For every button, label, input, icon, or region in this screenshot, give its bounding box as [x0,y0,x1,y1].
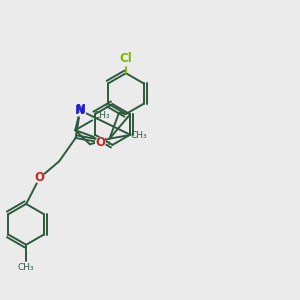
Text: Cl: Cl [120,52,132,65]
Text: N: N [75,104,85,117]
Text: CH₃: CH₃ [95,138,111,147]
Text: O: O [95,136,105,149]
Text: CH₃: CH₃ [93,110,110,119]
Text: CH₃: CH₃ [18,263,34,272]
Text: CH₃: CH₃ [130,131,147,140]
Text: N: N [76,103,86,116]
Text: O: O [34,171,45,184]
